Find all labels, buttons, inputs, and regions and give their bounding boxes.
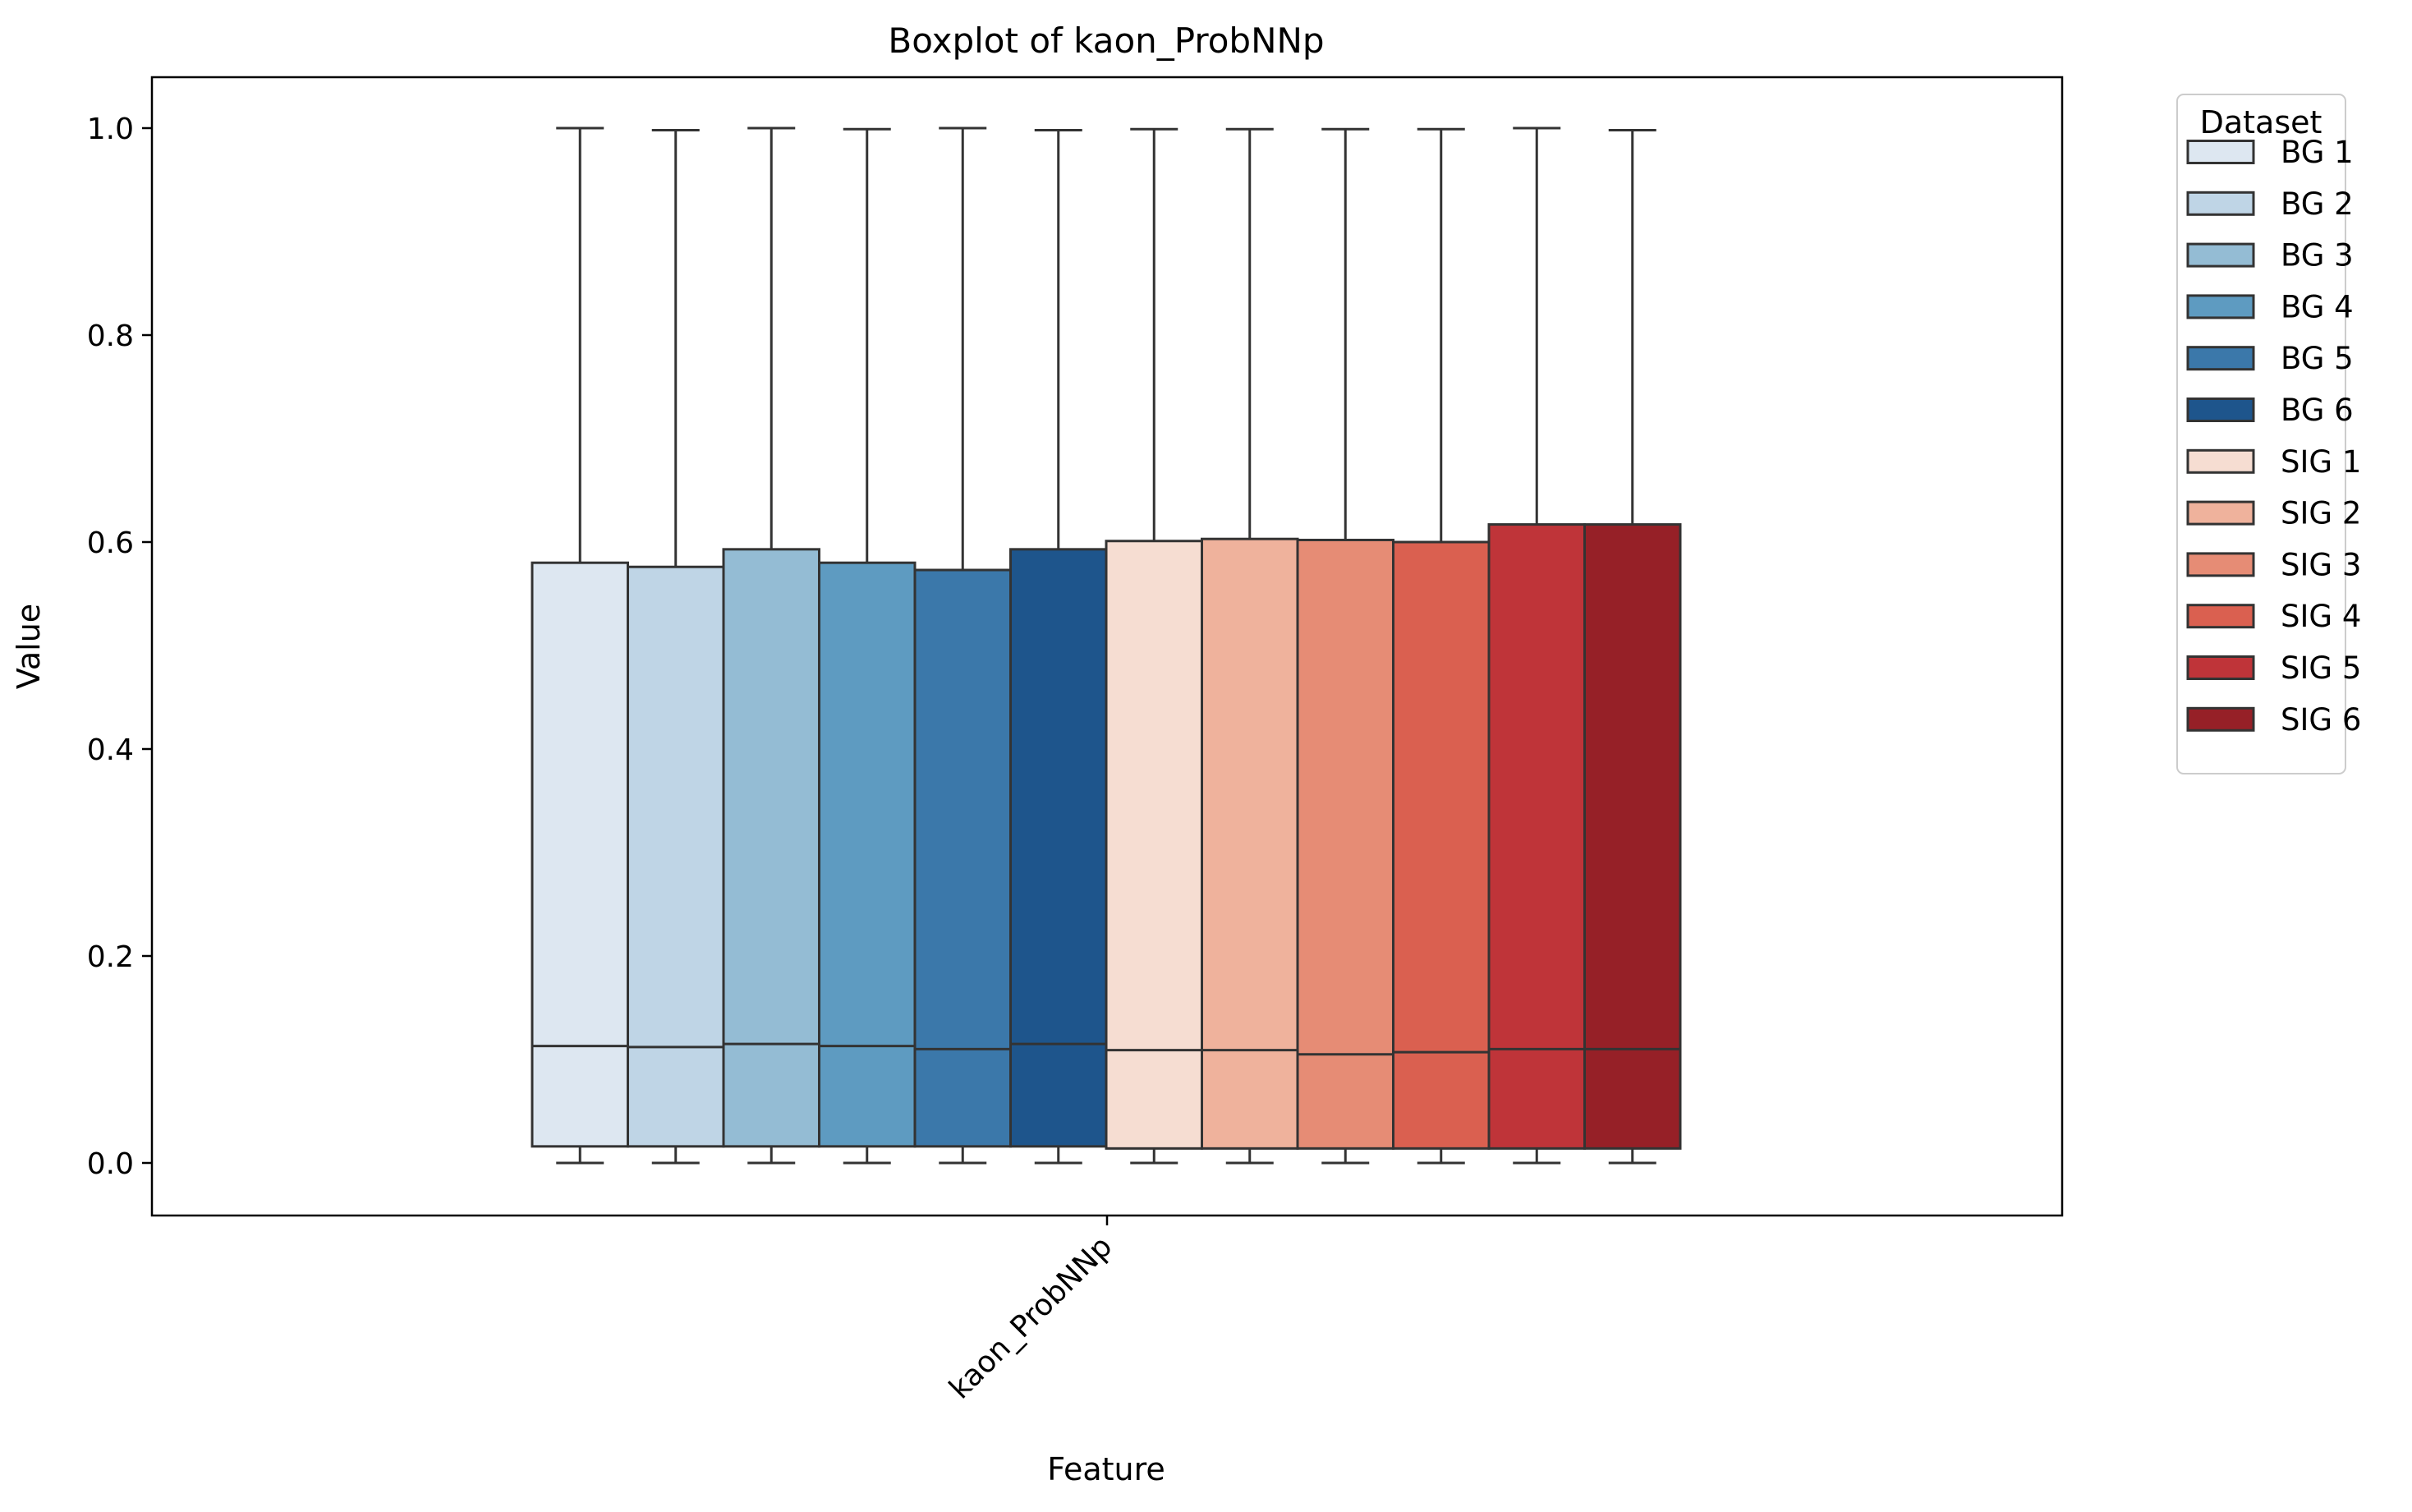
- box-body: [1201, 537, 1299, 1150]
- legend-item: BG 1: [2186, 135, 2354, 170]
- legend-label: BG 5: [2281, 341, 2354, 376]
- legend-item: BG 6: [2186, 393, 2354, 428]
- legend-swatch: [2186, 346, 2255, 371]
- y-axis: 0.0 0.2 0.4 0.6 0.8 1.0: [87, 113, 152, 1181]
- box-body: [818, 561, 917, 1148]
- box-group: [1487, 126, 1586, 1165]
- legend-label: SIG 6: [2281, 702, 2361, 738]
- legend-swatch: [2186, 655, 2255, 680]
- y-tick-label: 0.2: [87, 940, 134, 974]
- legend: Dataset BG 1 BG 2 BG 3 BG 4 BG 5 BG 6 SIG 1 SIG…: [2176, 94, 2361, 774]
- legend-item: SIG 5: [2186, 650, 2361, 686]
- box-body: [722, 548, 820, 1148]
- legend-item: BG 5: [2186, 341, 2354, 376]
- legend-label: SIG 1: [2281, 444, 2361, 480]
- legend-item: BG 3: [2186, 238, 2354, 273]
- box-body: [913, 568, 1012, 1148]
- box-body: [531, 561, 629, 1148]
- box-body: [627, 565, 725, 1148]
- legend-swatch: [2186, 294, 2255, 319]
- legend-swatch: [2186, 242, 2255, 268]
- box-group: [531, 126, 629, 1165]
- x-axis-label: Feature: [1047, 1451, 1165, 1487]
- legend-swatch: [2186, 191, 2255, 216]
- y-tick-label: 0.0: [87, 1147, 134, 1181]
- box-group: [1009, 129, 1108, 1165]
- box-body: [1009, 548, 1108, 1148]
- legend-swatch: [2186, 706, 2255, 732]
- boxes-layer: [531, 126, 1682, 1165]
- legend-swatch: [2186, 552, 2255, 577]
- legend-item: SIG 4: [2186, 599, 2361, 634]
- legend-label: SIG 4: [2281, 599, 2361, 634]
- legend-label: SIG 3: [2281, 547, 2361, 582]
- legend-label: BG 1: [2281, 135, 2354, 170]
- legend-swatch: [2186, 398, 2255, 422]
- legend-swatch: [2186, 604, 2255, 629]
- legend-item: BG 4: [2186, 289, 2354, 324]
- legend-label: BG 6: [2281, 393, 2354, 428]
- box-body: [1105, 540, 1203, 1150]
- box-group: [1583, 129, 1682, 1165]
- box-group: [818, 127, 917, 1165]
- box-body: [1392, 540, 1491, 1150]
- y-tick-label: 0.8: [87, 319, 134, 353]
- legend-label: SIG 5: [2281, 650, 2361, 686]
- box-body: [1487, 523, 1586, 1150]
- y-tick-label: 1.0: [87, 113, 134, 146]
- box-body: [1296, 538, 1394, 1150]
- legend-item: SIG 1: [2186, 444, 2361, 480]
- box-group: [1296, 127, 1394, 1165]
- box-group: [913, 126, 1012, 1165]
- legend-label: SIG 2: [2281, 496, 2361, 531]
- legend-label: BG 2: [2281, 186, 2354, 222]
- legend-item: SIG 2: [2186, 496, 2361, 531]
- y-axis-label: Value: [11, 604, 47, 689]
- legend-item: SIG 6: [2186, 702, 2361, 738]
- box-group: [1201, 127, 1299, 1165]
- y-tick-label: 0.6: [87, 526, 134, 560]
- y-tick-label: 0.4: [87, 733, 134, 767]
- legend-label: BG 4: [2281, 289, 2354, 324]
- legend-swatch: [2186, 500, 2255, 526]
- box-body: [1583, 523, 1682, 1150]
- legend-label: BG 3: [2281, 238, 2354, 273]
- box-group: [1392, 127, 1491, 1165]
- legend-item: BG 2: [2186, 186, 2354, 222]
- box-group: [627, 129, 725, 1165]
- legend-swatch: [2186, 140, 2255, 164]
- box-group: [722, 126, 820, 1165]
- legend-swatch: [2186, 448, 2255, 474]
- legend-item: SIG 3: [2186, 547, 2361, 582]
- chart-title: Boxplot of kaon_ProbNNp: [888, 21, 1324, 61]
- box-group: [1105, 127, 1203, 1165]
- legend-title: Dataset: [2200, 104, 2322, 140]
